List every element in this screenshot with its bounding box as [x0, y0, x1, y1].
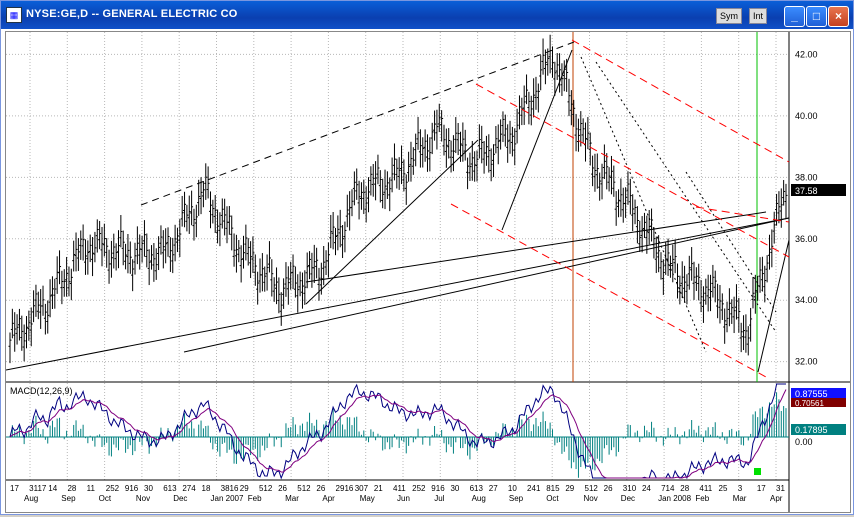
price-tick-label: 34.00 — [795, 295, 818, 305]
x-axis-month-label: Dec — [173, 494, 187, 503]
x-axis-day-label: 411 — [699, 484, 712, 493]
maximize-button[interactable]: □ — [806, 6, 827, 27]
sym-button[interactable]: Sym — [716, 8, 742, 24]
x-axis-day-label: 613 — [470, 484, 484, 493]
x-axis-day-label: 241 — [527, 484, 541, 493]
x-axis-month-label: Sep — [61, 494, 76, 503]
x-axis-month-label: May — [360, 494, 375, 503]
x-axis-month-label: Feb — [695, 494, 709, 503]
x-axis-month-label: Dec — [621, 494, 635, 503]
x-axis-month-label: Aug — [24, 494, 38, 503]
x-axis-day-label: 815 — [546, 484, 560, 493]
x-axis-day-label: 310 — [623, 484, 637, 493]
chart-area[interactable]: 42.00 40.00 38.00 36.00 34.00 32.00 37.58 MAC… — [5, 31, 851, 513]
x-axis-day-label: 274 — [182, 484, 196, 493]
x-axis-month-label: Oct — [546, 494, 559, 503]
x-axis-day-label: 26 — [316, 484, 325, 493]
x-axis-day-label: 28 — [680, 484, 689, 493]
x-axis-month-label: Jan 2008 — [658, 494, 691, 503]
signal-line — [9, 389, 787, 479]
window-title: NYSE:GE,D -- GENERAL ELECTRIC CO — [26, 8, 238, 20]
x-axis-day-label: 29 — [565, 484, 574, 493]
x-axis-day-label: 27 — [489, 484, 498, 493]
x-axis-month-labels: Aug Sep Oct Nov Dec Jan 2007 Feb Mar Apr May Jun Ju… — [24, 494, 783, 503]
x-axis-day-label: 307 — [355, 484, 369, 493]
x-axis-day-label: 10 — [508, 484, 517, 493]
x-axis-day-labels: 17 3117 14 28 11 252 916 30 613 274 18 3816 29 512 26 5… — [10, 484, 785, 493]
x-axis-day-label: 31 — [776, 484, 785, 493]
x-axis-month-label: Apr — [322, 494, 335, 503]
chart-app-icon: ▦ — [6, 7, 22, 23]
x-axis-month-label: Nov — [136, 494, 150, 503]
x-axis-day-label: 17 — [757, 484, 766, 493]
x-axis-month-label: Feb — [248, 494, 262, 503]
x-axis-day-label: 3117 — [29, 484, 47, 493]
macd-indicator-label: MACD(12,26,9) — [10, 386, 73, 396]
x-axis-month-label: Aug — [472, 494, 486, 503]
x-axis-day-label: 3816 — [221, 484, 239, 493]
x-axis-day-label: 714 — [661, 484, 675, 493]
x-axis-day-label: 29 — [240, 484, 249, 493]
signal-value-label: 0.70561 — [795, 399, 824, 408]
x-axis-day-label: 2916 — [336, 484, 354, 493]
x-axis-month-label: Mar — [733, 494, 747, 503]
macd-value-box — [791, 388, 846, 399]
macd-zero-tick: 0.00 — [795, 437, 813, 447]
price-tick-label: 42.00 — [795, 49, 818, 59]
x-axis-month-label: Mar — [285, 494, 299, 503]
x-axis-day-label: 512 — [297, 484, 311, 493]
signal-value-box — [791, 398, 846, 407]
x-axis-day-label: 14 — [48, 484, 57, 493]
x-axis-day-label: 18 — [202, 484, 211, 493]
x-axis-month-label: Sep — [509, 494, 524, 503]
x-axis-month-label: Oct — [99, 494, 112, 503]
x-axis-day-label: 11 — [87, 484, 96, 493]
price-axis-ticks: 42.00 40.00 38.00 36.00 34.00 32.00 — [795, 49, 818, 366]
hist-value-box — [791, 424, 846, 435]
price-tick-label: 38.00 — [795, 172, 818, 182]
price-tick-label: 36.00 — [795, 234, 818, 244]
x-axis-day-label: 512 — [259, 484, 273, 493]
title-bar[interactable]: ▦ NYSE:GE,D -- GENERAL ELECTRIC CO Sym I… — [1, 1, 853, 29]
x-axis-day-label: 25 — [719, 484, 728, 493]
x-axis-day-label: 21 — [374, 484, 383, 493]
red-channel — [450, 39, 790, 378]
x-axis-month-label: Jul — [434, 494, 444, 503]
x-axis-day-label: 252 — [106, 484, 120, 493]
buy-signal-marker — [754, 468, 761, 475]
x-axis-month-label: Nov — [584, 494, 598, 503]
x-axis-day-label: 30 — [144, 484, 153, 493]
x-axis-day-label: 252 — [412, 484, 426, 493]
x-axis-month-label: Jun — [397, 494, 410, 503]
macd-value-label: 0.87555 — [795, 389, 828, 399]
x-axis-day-label: 30 — [450, 484, 459, 493]
int-button[interactable]: Int — [749, 8, 768, 24]
x-axis-day-label: 916 — [431, 484, 445, 493]
x-axis-day-label: 26 — [604, 484, 613, 493]
last-price-label: 37.58 — [795, 186, 818, 196]
x-axis-day-label: 3 — [738, 484, 743, 493]
x-axis-day-label: 24 — [642, 484, 651, 493]
x-axis-day-label: 17 — [10, 484, 19, 493]
price-tick-label: 40.00 — [795, 111, 818, 121]
dashed-trendlines — [140, 41, 575, 206]
x-axis-day-label: 916 — [125, 484, 139, 493]
price-tick-label: 32.00 — [795, 357, 818, 367]
x-axis-day-label: 28 — [67, 484, 76, 493]
macd-line — [9, 383, 786, 480]
last-price-box — [791, 184, 846, 196]
x-axis-month-label: Jan 2007 — [211, 494, 244, 503]
trendlines — [5, 49, 790, 373]
close-button[interactable]: × — [828, 6, 849, 27]
x-axis-day-label: 411 — [393, 484, 406, 493]
minimize-button[interactable]: _ — [784, 6, 805, 27]
x-axis-day-label: 613 — [163, 484, 177, 493]
hist-value-label: 0.17895 — [795, 425, 828, 435]
dotted-channel — [580, 56, 777, 353]
x-axis-day-label: 512 — [585, 484, 599, 493]
x-axis-month-label: Apr — [770, 494, 783, 503]
x-axis-day-label: 26 — [278, 484, 287, 493]
price-chart: 42.00 40.00 38.00 36.00 34.00 32.00 37.58 MAC… — [5, 32, 850, 512]
